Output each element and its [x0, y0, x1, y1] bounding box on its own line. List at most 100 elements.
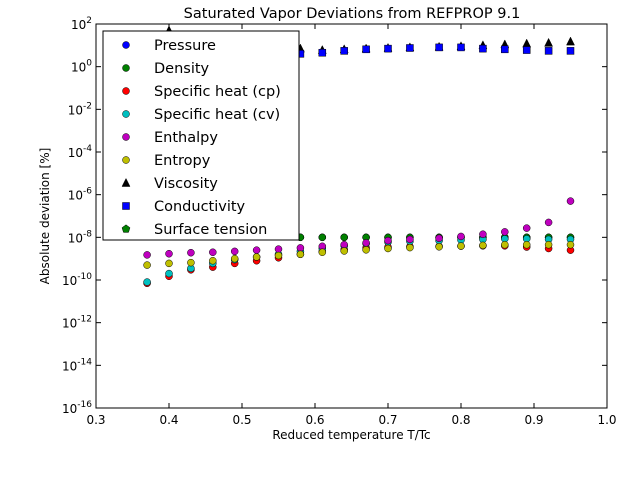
data-point-entropy: [384, 244, 392, 253]
data-point-specific-heat-cv: [143, 278, 151, 286]
data-point-entropy: [501, 240, 509, 249]
data-point-entropy: [296, 250, 305, 259]
data-point-conductivity: [479, 44, 487, 53]
data-point-conductivity: [566, 47, 575, 55]
legend-marker-pressure: [122, 41, 130, 49]
x-axis-label: Reduced temperature T/Tc: [272, 428, 430, 442]
data-point-conductivity: [544, 47, 553, 55]
data-point-conductivity: [318, 48, 327, 57]
legend-marker-specific-heat-cv: [122, 110, 130, 118]
x-tick-label: 0.6: [305, 413, 324, 427]
data-point-entropy: [435, 243, 443, 251]
legend-box: [102, 30, 300, 241]
axis-ticks: 0.3 0.4 0.5 0.6 0.7 0.8 0.9 1.0 102 100 10-2 10-4 10…: [62, 16, 617, 427]
data-point-enthalpy: [187, 248, 195, 257]
legend-marker-entropy: [122, 156, 130, 164]
legend-label: Viscosity: [154, 176, 218, 192]
legend-label: Conductivity: [154, 199, 246, 215]
data-point-enthalpy: [143, 251, 151, 259]
x-tick-label: 0.4: [159, 413, 178, 427]
y-tick-label: 10-10: [62, 272, 92, 288]
data-point-enthalpy: [274, 245, 283, 253]
legend-label: Pressure: [154, 38, 216, 54]
y-tick-label: 10-6: [68, 187, 93, 203]
data-point-conductivity: [522, 46, 531, 54]
y-tick-label: 10-12: [62, 315, 92, 331]
data-point-entropy: [340, 247, 348, 255]
data-point-density: [340, 233, 348, 242]
data-point-enthalpy: [384, 236, 392, 245]
legend-label: Entropy: [154, 153, 211, 169]
legend-label: Specific heat (cp): [154, 84, 281, 100]
series-enthalpy: [143, 197, 575, 259]
legend-marker-conductivity: [122, 202, 130, 210]
legend-marker-viscosity: [121, 177, 131, 187]
legend-entry-surface-tension: Surface tension: [121, 222, 267, 238]
legend-entry-pressure: Pressure: [122, 38, 216, 54]
data-point-enthalpy: [566, 197, 575, 205]
x-tick-label: 0.9: [524, 413, 543, 427]
legend-label: Surface tension: [154, 222, 267, 238]
series-entropy: [143, 240, 575, 269]
data-point-enthalpy: [522, 224, 531, 232]
y-tick-label: 102: [71, 16, 92, 32]
chart-title: Saturated Vapor Deviations from REFPROP …: [184, 6, 521, 22]
data-point-conductivity: [340, 47, 348, 55]
data-point-enthalpy: [209, 248, 217, 256]
x-tick-label: 0.5: [232, 413, 251, 427]
data-point-enthalpy: [230, 247, 239, 256]
data-point-entropy: [406, 243, 414, 252]
legend-label: Enthalpy: [154, 130, 218, 146]
data-point-entropy: [187, 258, 195, 267]
data-point-conductivity: [406, 44, 414, 52]
plot-frame: [95, 23, 608, 409]
data-point-enthalpy: [252, 246, 261, 254]
data-point-viscosity: [566, 36, 575, 46]
legend: Pressure Density Specific heat (cp) Specifi…: [102, 30, 300, 241]
data-point-conductivity: [384, 44, 392, 53]
data-point-enthalpy: [501, 228, 509, 236]
legend-entry-viscosity: Viscosity: [121, 176, 218, 192]
data-point-conductivity: [362, 45, 370, 54]
y-tick-label: 10-16: [62, 400, 92, 416]
legend-entry-specific-heat-cv: Specific heat (cv): [122, 107, 280, 123]
data-point-entropy: [522, 240, 531, 249]
y-tick-label: 10-14: [62, 357, 92, 373]
data-point-enthalpy: [296, 244, 305, 252]
legend-label: Specific heat (cv): [154, 107, 280, 123]
data-point-enthalpy: [457, 232, 465, 241]
legend-marker-surface-tension: [121, 224, 131, 233]
y-axis-label: Absolute deviation [%]: [38, 148, 52, 285]
data-marks: [143, 25, 575, 288]
legend-marker-specific-heat-cp: [122, 87, 130, 95]
data-point-enthalpy: [435, 234, 443, 243]
x-tick-label: 1.0: [597, 413, 616, 427]
data-point-specific-heat-cv: [165, 269, 173, 278]
data-point-density: [318, 233, 327, 242]
data-point-entropy: [479, 241, 487, 250]
legend-entry-enthalpy: Enthalpy: [122, 130, 218, 146]
data-point-viscosity: [544, 37, 554, 47]
data-point-enthalpy: [479, 230, 487, 238]
legend-label: Density: [154, 61, 210, 77]
legend-entry-conductivity: Conductivity: [122, 199, 246, 215]
data-point-entropy: [274, 251, 283, 260]
data-point-entropy: [457, 242, 465, 250]
data-point-entropy: [544, 240, 553, 249]
data-point-entropy: [143, 261, 151, 269]
data-point-entropy: [165, 259, 173, 268]
data-point-entropy: [209, 256, 217, 265]
data-point-entropy: [566, 240, 575, 249]
data-point-entropy: [362, 246, 370, 254]
legend-marker-density: [122, 64, 130, 72]
data-point-enthalpy: [165, 250, 173, 258]
data-point-entropy: [230, 254, 239, 263]
data-point-enthalpy: [362, 239, 370, 247]
legend-entry-entropy: Entropy: [122, 153, 211, 169]
y-tick-label: 10-8: [68, 229, 93, 245]
series-conductivity: [296, 43, 575, 58]
y-tick-label: 100: [71, 59, 92, 75]
data-point-enthalpy: [340, 240, 348, 249]
legend-entry-density: Density: [122, 61, 210, 77]
